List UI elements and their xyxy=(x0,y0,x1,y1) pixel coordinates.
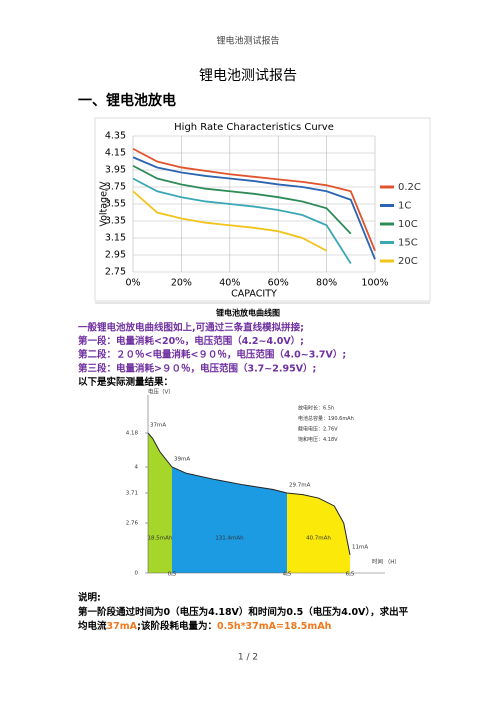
area-segment xyxy=(287,493,350,573)
page-footer: 1 / 2 xyxy=(238,653,258,663)
x-tick-label: 6.5 xyxy=(346,572,355,578)
legend-label: 15C xyxy=(398,238,418,249)
chart-title: High Rate Characteristics Curve xyxy=(174,122,334,133)
x-tick-label: 0% xyxy=(125,278,140,289)
segment-label: 18.5mAh xyxy=(148,536,173,542)
current-label: 11mA xyxy=(352,544,368,550)
segment-label: 40.7mAh xyxy=(306,536,331,542)
series-line xyxy=(132,177,352,264)
y-tick-label: 0 xyxy=(135,571,139,577)
text-run: 第一阶段通过时间为0（电压为4.18V）和时间为0.5（电压为4.0V），求出平 xyxy=(78,606,409,618)
explanation-label: 说明: xyxy=(78,592,101,604)
intro-line: 第三段：电量消耗>９０％，电压范围（3.7~2.95V）; xyxy=(78,362,316,374)
x-tick-label: 4.5 xyxy=(283,572,292,578)
y-tick-label: 4.18 xyxy=(126,431,139,437)
y-tick-label: 2.95 xyxy=(105,250,126,261)
section-heading: 一、锂电池放电 xyxy=(78,92,176,109)
y-axis-label: Voltage/V xyxy=(99,181,110,227)
legend-label: 1C xyxy=(398,201,411,212)
y-tick-label: 4 xyxy=(135,465,139,471)
y-tick-label: 4.15 xyxy=(105,148,126,159)
x-axis-label: 时间 （H） xyxy=(372,558,400,566)
intro-line: 第一段：电量消耗<20%，电压范围（4.2~4.0V）; xyxy=(78,335,304,347)
x-tick-label: 20% xyxy=(171,278,192,289)
x-axis-label: CAPACITY xyxy=(231,289,277,300)
info-line: 电池总容量：190.6mAh xyxy=(298,415,354,422)
y-axis-label: 电压（V） xyxy=(148,388,174,396)
text-run: 均电流 xyxy=(78,620,107,632)
current-label: 37mA xyxy=(150,423,166,429)
intro-line: 第二段：２０％<电量消耗<９０％，电压范围（4.0~3.7V）; xyxy=(78,349,346,361)
segment-label: 131.4mAh xyxy=(215,536,244,542)
info-line: 饱和电压：4.18V xyxy=(298,436,338,443)
series-line xyxy=(132,190,328,252)
x-tick-label: 60% xyxy=(268,278,289,289)
y-tick-label: 3.75 xyxy=(105,182,126,193)
text-run: 0.5h*37mA=18.5mAh xyxy=(217,621,332,632)
intro-line: 以下是实际测量结果： xyxy=(78,376,173,388)
info-line: 放电时长：6.5h xyxy=(298,405,334,412)
y-tick-label: 3.95 xyxy=(105,165,126,176)
legend-label: 0.2C xyxy=(398,182,421,193)
figure-caption: 锂电池放电曲线图 xyxy=(216,308,280,318)
intro-line: 一般锂电池放电曲线图如上,可通过三条直线模拟拼接; xyxy=(78,322,304,334)
page-header: 锂电池测试报告 xyxy=(216,35,279,47)
series-line xyxy=(132,164,352,235)
y-tick-label: 2.75 xyxy=(105,267,126,278)
y-tick-label: 3.35 xyxy=(105,216,126,227)
y-tick-label: 3.71 xyxy=(126,491,138,497)
y-tick-label: 3.15 xyxy=(105,233,126,244)
explanation-line: 均电流37mA;该阶段耗电量为：0.5h*37mA=18.5mAh xyxy=(78,620,332,632)
x-tick-label: 100% xyxy=(361,278,388,289)
text-run: ;该阶段耗电量为： xyxy=(137,620,217,632)
text-run: 37mA xyxy=(107,621,138,632)
legend-label: 10C xyxy=(398,219,418,230)
series-line xyxy=(132,147,376,252)
explanation-line: 第一阶段通过时间为0（电压为4.18V）和时间为0.5（电压为4.0V），求出平 xyxy=(78,606,409,618)
area-segment xyxy=(172,467,287,573)
x-tick-label: 40% xyxy=(219,278,240,289)
y-tick-label: 4.35 xyxy=(105,131,126,142)
x-tick-label: 80% xyxy=(316,278,337,289)
y-tick-label: 2.76 xyxy=(126,521,139,527)
y-tick-label: 3.55 xyxy=(105,199,126,210)
x-tick-label: 0.5 xyxy=(168,572,177,578)
current-label: 39mA xyxy=(174,457,190,463)
current-label: 29.7mA xyxy=(289,483,311,489)
legend-label: 20C xyxy=(398,256,418,267)
chart1-frame xyxy=(94,117,431,302)
discharge-curve xyxy=(147,432,351,555)
doc-title: 锂电池测试报告 xyxy=(199,68,297,84)
area-segment xyxy=(148,433,172,573)
info-line: 截电电压：2.76V xyxy=(298,426,338,433)
series-line xyxy=(132,156,376,260)
